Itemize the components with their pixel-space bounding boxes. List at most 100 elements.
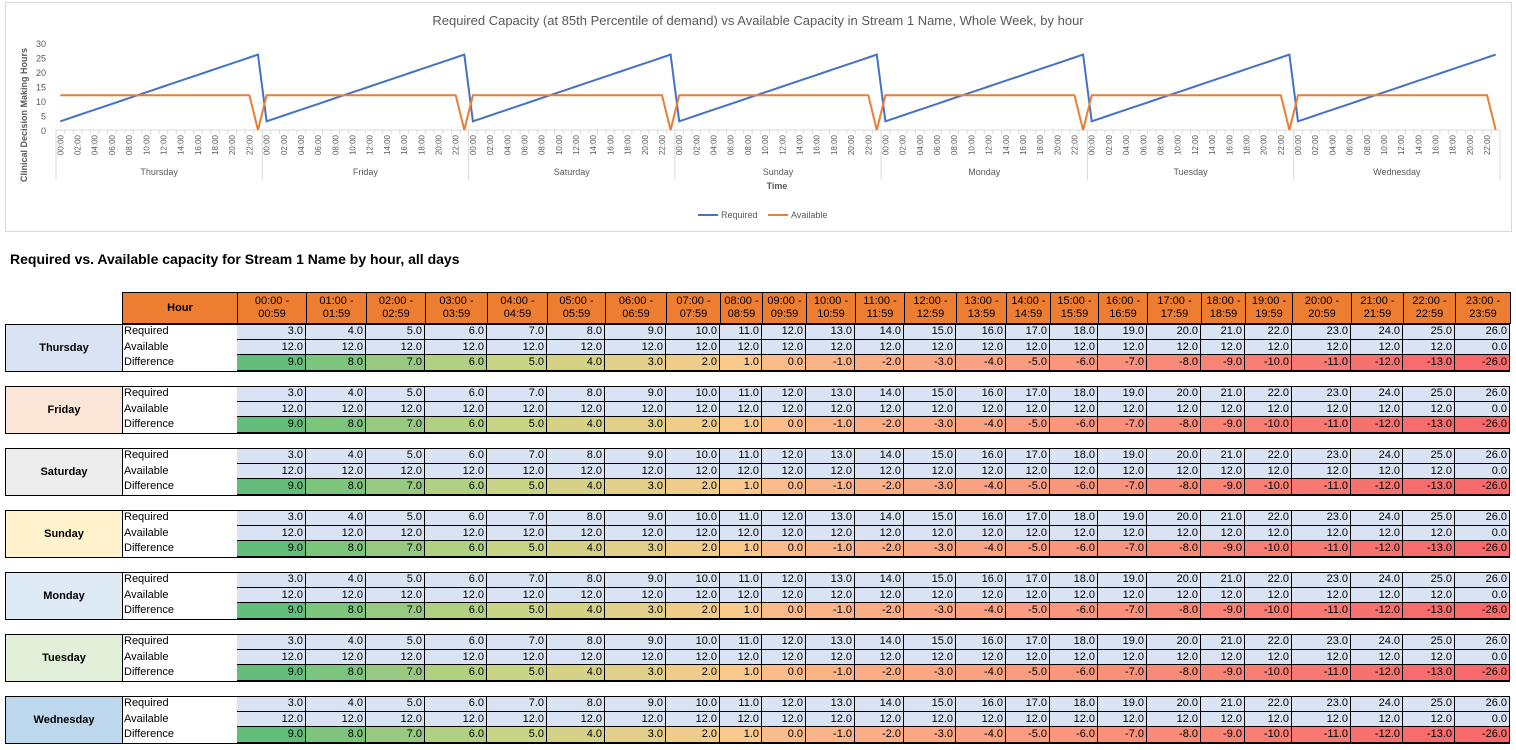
x-tick-label: 22:00: [864, 134, 873, 155]
required-value-cell: 3.0: [237, 634, 306, 650]
x-tick-label: 00:00: [1088, 134, 1097, 155]
x-tick-label: 04:00: [1122, 134, 1131, 155]
available-value-cell: 12.0: [425, 649, 487, 665]
required-value-cell: 15.0: [904, 634, 956, 650]
required-value-cell: 4.0: [306, 324, 366, 340]
difference-value-cell: -9.0: [1201, 479, 1245, 495]
available-value-cell: 12.0: [547, 525, 605, 541]
available-value-cell: 12.0: [1098, 339, 1147, 355]
required-value-cell: 19.0: [1098, 510, 1147, 526]
difference-value-cell: 5.0: [487, 479, 547, 495]
x-tick-label: 10:00: [1174, 134, 1183, 155]
day-group-label: Wednesday: [1373, 167, 1421, 177]
available-value-cell: 12.0: [904, 339, 956, 355]
y-tick-label: 10: [36, 97, 46, 107]
difference-value-cell: 9.0: [237, 541, 306, 557]
day-label-tuesday: Tuesday: [5, 634, 123, 682]
difference-value-cell: -6.0: [1050, 727, 1098, 743]
required-value-cell: 3.0: [237, 696, 306, 712]
difference-value-cell: 1.0: [720, 665, 762, 681]
difference-value-cell: -1.0: [806, 727, 855, 743]
available-value-cell: 12.0: [762, 401, 806, 417]
required-value-cell: 20.0: [1147, 448, 1201, 464]
x-tick-label: 10:00: [142, 134, 151, 155]
day-group-label: Tuesday: [1173, 167, 1208, 177]
hour-column-header: 17:00 - 17:59: [1147, 292, 1202, 324]
available-value-cell: 12.0: [762, 525, 806, 541]
x-tick-label: 08:00: [950, 134, 959, 155]
difference-value-cell: -7.0: [1098, 603, 1147, 619]
difference-value-cell: -2.0: [855, 479, 904, 495]
available-value-cell: 12.0: [487, 649, 547, 665]
x-tick-label: 20:00: [1260, 134, 1269, 155]
chart-panel: Required Capacity (at 85th Percentile of…: [5, 2, 1512, 232]
row-label-required: Required: [122, 510, 238, 526]
available-value-cell: 12.0: [855, 401, 904, 417]
difference-value-cell: 6.0: [425, 355, 487, 371]
difference-value-cell: 5.0: [487, 665, 547, 681]
required-value-cell: 11.0: [720, 572, 762, 588]
x-tick-label: 14:00: [383, 134, 392, 155]
available-value-cell: 12.0: [1201, 587, 1245, 603]
available-value-cell: 12.0: [1245, 525, 1292, 541]
available-value-cell: 12.0: [605, 587, 666, 603]
available-value-cell: 12.0: [306, 339, 366, 355]
available-value-cell: 12.0: [547, 587, 605, 603]
difference-value-cell: -26.0: [1455, 417, 1510, 433]
required-value-cell: 16.0: [956, 386, 1006, 402]
available-value-cell: 12.0: [1403, 649, 1455, 665]
hour-column-header: 09:00 - 09:59: [762, 292, 807, 324]
required-value-cell: 5.0: [366, 386, 425, 402]
available-value-cell: 12.0: [425, 587, 487, 603]
difference-value-cell: -3.0: [904, 665, 956, 681]
row-label-required: Required: [122, 324, 238, 340]
difference-value-cell: -6.0: [1050, 355, 1098, 371]
chart-title: Required Capacity (at 85th Percentile of…: [432, 13, 1084, 28]
difference-value-cell: 2.0: [666, 727, 720, 743]
difference-value-cell: -8.0: [1147, 479, 1201, 495]
difference-value-cell: -11.0: [1292, 665, 1351, 681]
required-value-cell: 12.0: [762, 634, 806, 650]
required-value-cell: 22.0: [1245, 696, 1292, 712]
required-value-cell: 26.0: [1455, 386, 1510, 402]
row-label-difference: Difference: [122, 479, 238, 495]
difference-value-cell: -7.0: [1098, 417, 1147, 433]
difference-value-cell: 6.0: [425, 727, 487, 743]
available-value-cell: 12.0: [1292, 401, 1351, 417]
difference-value-cell: 0.0: [762, 603, 806, 619]
required-value-cell: 15.0: [904, 386, 956, 402]
y-axis-label: Clinical Decision Making Hours: [19, 48, 29, 182]
available-value-cell: 12.0: [806, 401, 855, 417]
required-value-cell: 18.0: [1050, 510, 1098, 526]
available-value-cell: 12.0: [1050, 711, 1098, 727]
available-value-cell: 12.0: [1403, 525, 1455, 541]
available-value-cell: 12.0: [1098, 711, 1147, 727]
required-value-cell: 9.0: [605, 448, 666, 464]
available-value-cell: 12.0: [720, 339, 762, 355]
required-value-cell: 5.0: [366, 448, 425, 464]
required-value-cell: 25.0: [1403, 696, 1455, 712]
available-value-cell: 12.0: [1006, 339, 1050, 355]
available-value-cell: 12.0: [1201, 463, 1245, 479]
available-value-cell: 12.0: [855, 587, 904, 603]
required-value-cell: 16.0: [956, 696, 1006, 712]
available-value-cell: 12.0: [762, 587, 806, 603]
required-value-cell: 14.0: [855, 386, 904, 402]
required-value-cell: 26.0: [1455, 324, 1510, 340]
required-value-cell: 12.0: [762, 386, 806, 402]
required-value-cell: 17.0: [1006, 448, 1050, 464]
y-tick-label: 30: [36, 39, 46, 49]
required-value-cell: 4.0: [306, 572, 366, 588]
difference-value-cell: 3.0: [605, 479, 666, 495]
available-value-cell: 12.0: [425, 525, 487, 541]
section-heading: Required vs. Available capacity for Stre…: [10, 251, 460, 267]
series-line-required: [59, 53, 1497, 123]
x-tick-label: 22:00: [1277, 134, 1286, 155]
difference-value-cell: -6.0: [1050, 541, 1098, 557]
difference-value-cell: -1.0: [806, 417, 855, 433]
required-value-cell: 16.0: [956, 634, 1006, 650]
available-value-cell: 12.0: [487, 525, 547, 541]
available-value-cell: 12.0: [306, 587, 366, 603]
available-value-cell: 12.0: [1147, 711, 1201, 727]
difference-value-cell: -2.0: [855, 541, 904, 557]
